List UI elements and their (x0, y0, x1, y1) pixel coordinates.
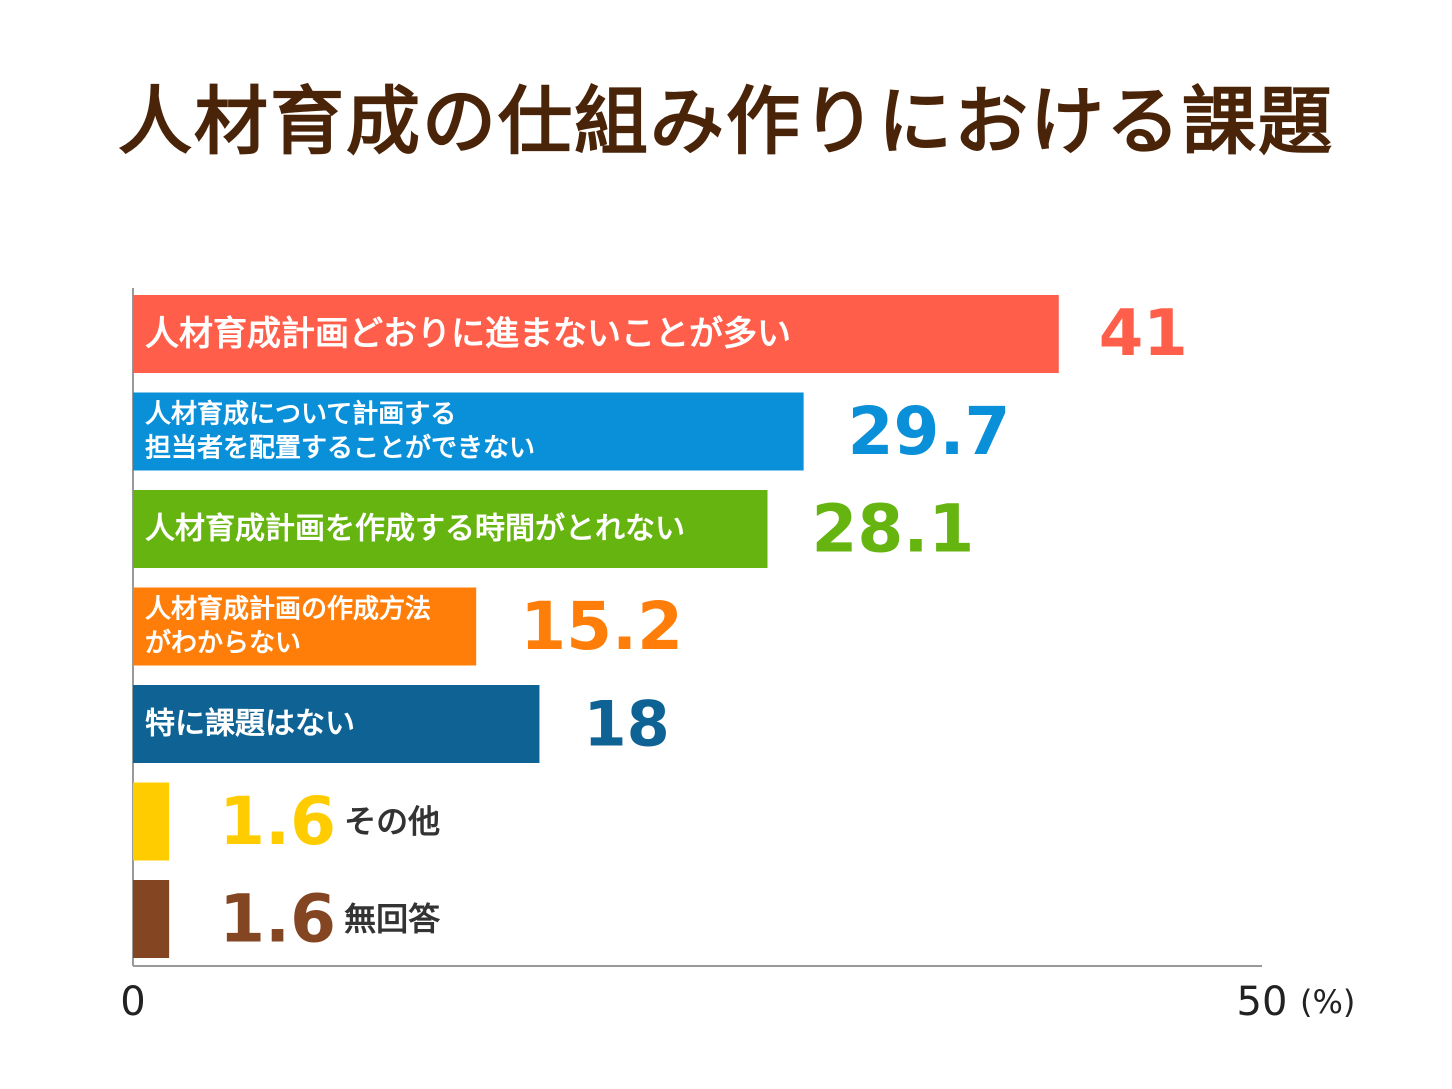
bar-1 (133, 392, 804, 471)
chart-title: 人材育成の仕組み作りにおける課題 (118, 79, 1334, 165)
x-tick-label-0: 0 (120, 979, 145, 1025)
bar-0 (133, 295, 1059, 373)
category-label-4: 特に課題はない (145, 707, 355, 742)
value-label-5: 1.6 (219, 783, 336, 860)
bar-5 (133, 782, 170, 861)
x-unit-label: (%) (1300, 983, 1355, 1021)
bar-6 (133, 880, 170, 958)
value-label-1: 29.7 (848, 393, 1011, 470)
value-label-2: 28.1 (811, 491, 974, 568)
value-label-4: 18 (583, 688, 669, 761)
value-label-3: 15.2 (520, 588, 683, 665)
category-label-3: 人材育成計画の作成方法がわからない (145, 594, 431, 659)
category-label-0: 人材育成計画どおりに進まないことが多い (145, 314, 791, 354)
bar-2 (133, 490, 768, 568)
category-label-6: 無回答 (344, 900, 441, 938)
value-label-0: 41 (1099, 297, 1188, 371)
category-label-5: その他 (344, 803, 440, 841)
category-label-1: 人材育成について計画する担当者を配置することができない (145, 399, 535, 464)
bar-3 (133, 587, 477, 666)
value-label-6: 1.6 (219, 881, 336, 958)
bar-4 (133, 685, 540, 763)
category-label-2: 人材育成計画を作成する時間がとれない (145, 512, 685, 547)
x-tick-label-50: 50 (1237, 979, 1288, 1025)
